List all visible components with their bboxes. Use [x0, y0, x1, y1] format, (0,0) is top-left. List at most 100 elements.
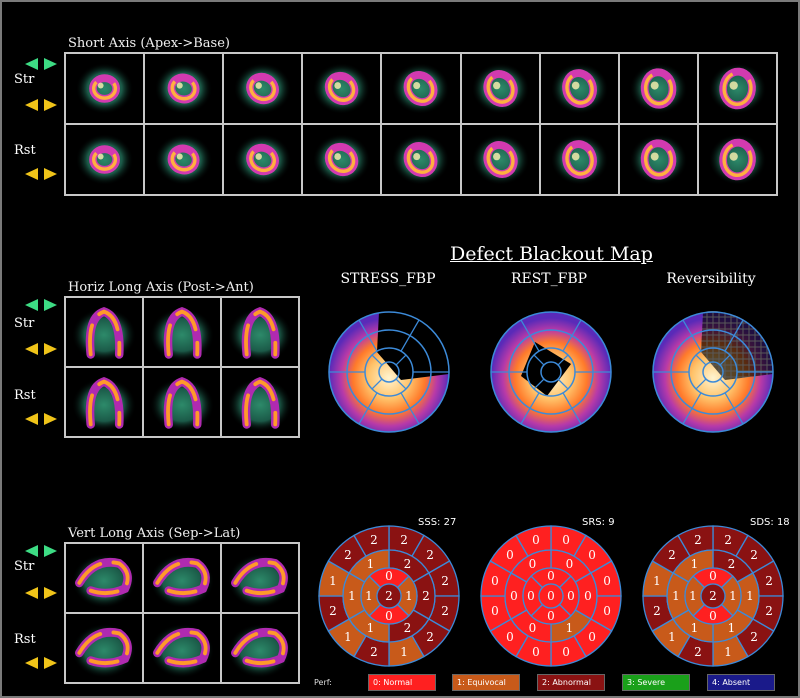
- stress-polar-map[interactable]: [314, 308, 464, 436]
- slice-cell[interactable]: [460, 124, 540, 195]
- segment-score-label: 0: [603, 574, 611, 588]
- horiz-long-axis-slice-grid[interactable]: [64, 296, 300, 438]
- segment-score-label: 0: [491, 604, 499, 618]
- segment-score-label: 1: [365, 589, 373, 603]
- segment-score-label: 2: [724, 533, 732, 547]
- slice-cell[interactable]: [697, 53, 777, 124]
- segment-score-label: 0: [562, 645, 570, 659]
- slice-cell[interactable]: [65, 297, 143, 367]
- segment-score-label: 1: [367, 621, 375, 635]
- segment-score-label: 2: [668, 548, 676, 562]
- slice-cell[interactable]: [143, 297, 221, 367]
- segment-score-label: 0: [566, 557, 574, 571]
- segment-score-label: 0: [529, 621, 537, 635]
- segment-score-label: 1: [348, 589, 356, 603]
- slice-cell[interactable]: [221, 297, 299, 367]
- horiz-long-stress-arrow-icon[interactable]: [25, 296, 57, 311]
- slice-cell[interactable]: [143, 543, 221, 613]
- apex-score-label: 2: [709, 589, 717, 603]
- segment-score-label: 0: [491, 574, 499, 588]
- segment-score-label: 2: [400, 533, 408, 547]
- segment-score-label: 1: [367, 557, 375, 571]
- short-axis-stress-arrow-icon[interactable]: [25, 55, 57, 70]
- slice-cell[interactable]: [381, 124, 461, 195]
- slice-cell[interactable]: [697, 124, 777, 195]
- slice-cell[interactable]: [65, 613, 143, 683]
- slice-cell[interactable]: [65, 367, 143, 437]
- segment-score-label: 1: [653, 574, 661, 588]
- slice-cell[interactable]: [223, 124, 303, 195]
- slice-cell[interactable]: [65, 53, 145, 124]
- short-axis-stress-yellow-arrow-icon[interactable]: [25, 96, 57, 111]
- segment-score-label: 1: [691, 557, 699, 571]
- vert-long-stress-arrow-icon[interactable]: [25, 542, 57, 557]
- slice-cell[interactable]: [381, 53, 461, 124]
- short-axis-slice-grid[interactable]: [64, 52, 778, 196]
- segment-score-label: 1: [400, 645, 408, 659]
- segment-score-label: 2: [370, 533, 378, 547]
- slice-cell[interactable]: [539, 53, 619, 124]
- segment-score-label: 0: [506, 630, 514, 644]
- apex-segment: [538, 583, 564, 609]
- segment-score-label: 2: [694, 533, 702, 547]
- reversibility-polar-map[interactable]: [638, 308, 788, 436]
- segment-score-label: 1: [724, 645, 732, 659]
- slice-cell[interactable]: [539, 124, 619, 195]
- slice-cell[interactable]: [143, 613, 221, 683]
- slice-cell[interactable]: [221, 613, 299, 683]
- apex-score-label: 0: [547, 589, 555, 603]
- slice-cell[interactable]: [618, 124, 698, 195]
- slice-cell[interactable]: [144, 124, 224, 195]
- segment-score-label: 0: [510, 589, 518, 603]
- segment-score-label: 2: [728, 557, 736, 571]
- segment-score-label: 0: [567, 589, 575, 603]
- apex-score-label: 2: [385, 589, 393, 603]
- slice-cell[interactable]: [221, 543, 299, 613]
- segment-score-label: 1: [729, 589, 737, 603]
- slice-cell[interactable]: [618, 53, 698, 124]
- legend-normal: 0: Normal: [368, 674, 436, 691]
- slice-cell[interactable]: [221, 367, 299, 437]
- segment-score-label: 2: [344, 548, 352, 562]
- segment-score-label: 0: [532, 645, 540, 659]
- rest-polar-map[interactable]: [476, 308, 626, 436]
- segment-score-label: 2: [422, 589, 430, 603]
- segment-score-label: 2: [426, 548, 434, 562]
- legend-abnormal: 2: Abnormal: [537, 674, 605, 691]
- segment-score-label: 2: [329, 604, 337, 618]
- segment-score-label: 1: [405, 589, 413, 603]
- slice-cell[interactable]: [302, 53, 382, 124]
- horiz-long-axis-title: Horiz Long Axis (Post->Ant): [68, 280, 254, 295]
- column-header-reversibility: Reversibility: [666, 271, 756, 287]
- segment-score-label: 2: [370, 645, 378, 659]
- slice-cell[interactable]: [144, 53, 224, 124]
- perfusion-legend: Perf: 0: Normal 1: Equivocal 2: Abnormal…: [300, 674, 795, 692]
- segment-score-label: 1: [329, 574, 337, 588]
- slice-cell[interactable]: [223, 53, 303, 124]
- horiz-long-stress-yellow-arrow-icon[interactable]: [25, 340, 57, 355]
- vert-long-rest-arrow-icon[interactable]: [25, 654, 57, 669]
- segment-score-label: 0: [709, 609, 717, 623]
- short-axis-rest-arrow-icon[interactable]: [25, 165, 57, 180]
- segment-score-label: 2: [765, 604, 773, 618]
- horiz-long-rest-arrow-icon[interactable]: [25, 410, 57, 425]
- slice-cell[interactable]: [65, 124, 145, 195]
- slice-cell[interactable]: [460, 53, 540, 124]
- segment-score-label: 2: [765, 574, 773, 588]
- segment-score-label: 0: [385, 569, 393, 583]
- apex-segment: [700, 583, 726, 609]
- vert-long-stress-yellow-arrow-icon[interactable]: [25, 584, 57, 599]
- segment-score-label: 1: [344, 630, 352, 644]
- apex-segment: [376, 583, 402, 609]
- segment-score-label: 0: [709, 569, 717, 583]
- column-header-rest: REST_FBP: [510, 271, 588, 287]
- slice-cell[interactable]: [65, 543, 143, 613]
- vert-long-axis-slice-grid[interactable]: [64, 542, 300, 684]
- segment-score-label: 2: [404, 621, 412, 635]
- slice-cell[interactable]: [302, 124, 382, 195]
- defect-map-title: Defect Blackout Map: [450, 243, 653, 265]
- slice-cell[interactable]: [143, 367, 221, 437]
